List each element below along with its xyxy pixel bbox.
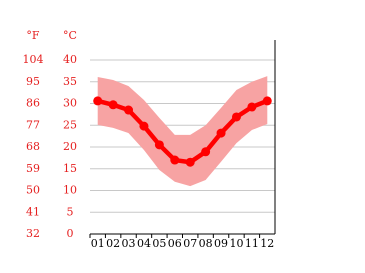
y2-tick-label: 32 xyxy=(26,227,40,240)
data-point xyxy=(108,100,118,110)
y-axis-label: °C xyxy=(63,29,77,42)
data-point xyxy=(262,96,272,106)
data-point xyxy=(231,112,241,122)
data-point xyxy=(247,102,257,112)
x-tick-label: 03 xyxy=(122,237,136,250)
x-tick-label: 12 xyxy=(260,237,274,250)
data-point xyxy=(139,121,149,131)
y-tick-label: 40 xyxy=(63,53,77,66)
y2-tick-label: 95 xyxy=(26,75,40,88)
x-tick-label: 11 xyxy=(245,237,259,250)
y-tick-label: 30 xyxy=(63,97,77,110)
x-tick-label: 06 xyxy=(168,237,182,250)
data-point xyxy=(154,140,164,150)
x-tick-label: 02 xyxy=(106,237,120,250)
y-tick-label: 25 xyxy=(63,118,77,131)
x-tick-label: 05 xyxy=(152,237,166,250)
x-tick-label: 04 xyxy=(137,237,151,250)
data-point xyxy=(185,157,195,167)
y-tick-label: 5 xyxy=(67,205,74,218)
x-tick-label: 08 xyxy=(199,237,213,250)
x-tick-label: 07 xyxy=(183,237,197,250)
y2-axis-label: °F xyxy=(26,29,40,42)
y-tick-label: 20 xyxy=(63,140,77,153)
y2-tick-label: 41 xyxy=(26,205,40,218)
y-tick-label: 10 xyxy=(63,184,77,197)
y2-tick-label: 59 xyxy=(26,162,40,175)
y2-tick-label: 104 xyxy=(23,53,44,66)
y2-tick-label: 77 xyxy=(26,118,40,131)
data-point xyxy=(170,155,180,165)
temperature-range xyxy=(97,76,268,187)
y-tick-label: 35 xyxy=(63,75,77,88)
y2-tick-label: 68 xyxy=(26,140,40,153)
y-tick-label: 15 xyxy=(63,162,77,175)
data-point xyxy=(216,128,226,138)
data-point xyxy=(93,96,103,106)
x-tick-label: 09 xyxy=(214,237,228,250)
x-tick-label: 01 xyxy=(91,237,105,250)
y2-tick-label: 86 xyxy=(26,97,40,110)
data-point xyxy=(124,105,134,115)
y-tick-label: 0 xyxy=(67,227,74,240)
data-point xyxy=(201,147,211,157)
x-tick-label: 10 xyxy=(229,237,243,250)
y2-tick-label: 50 xyxy=(26,184,40,197)
